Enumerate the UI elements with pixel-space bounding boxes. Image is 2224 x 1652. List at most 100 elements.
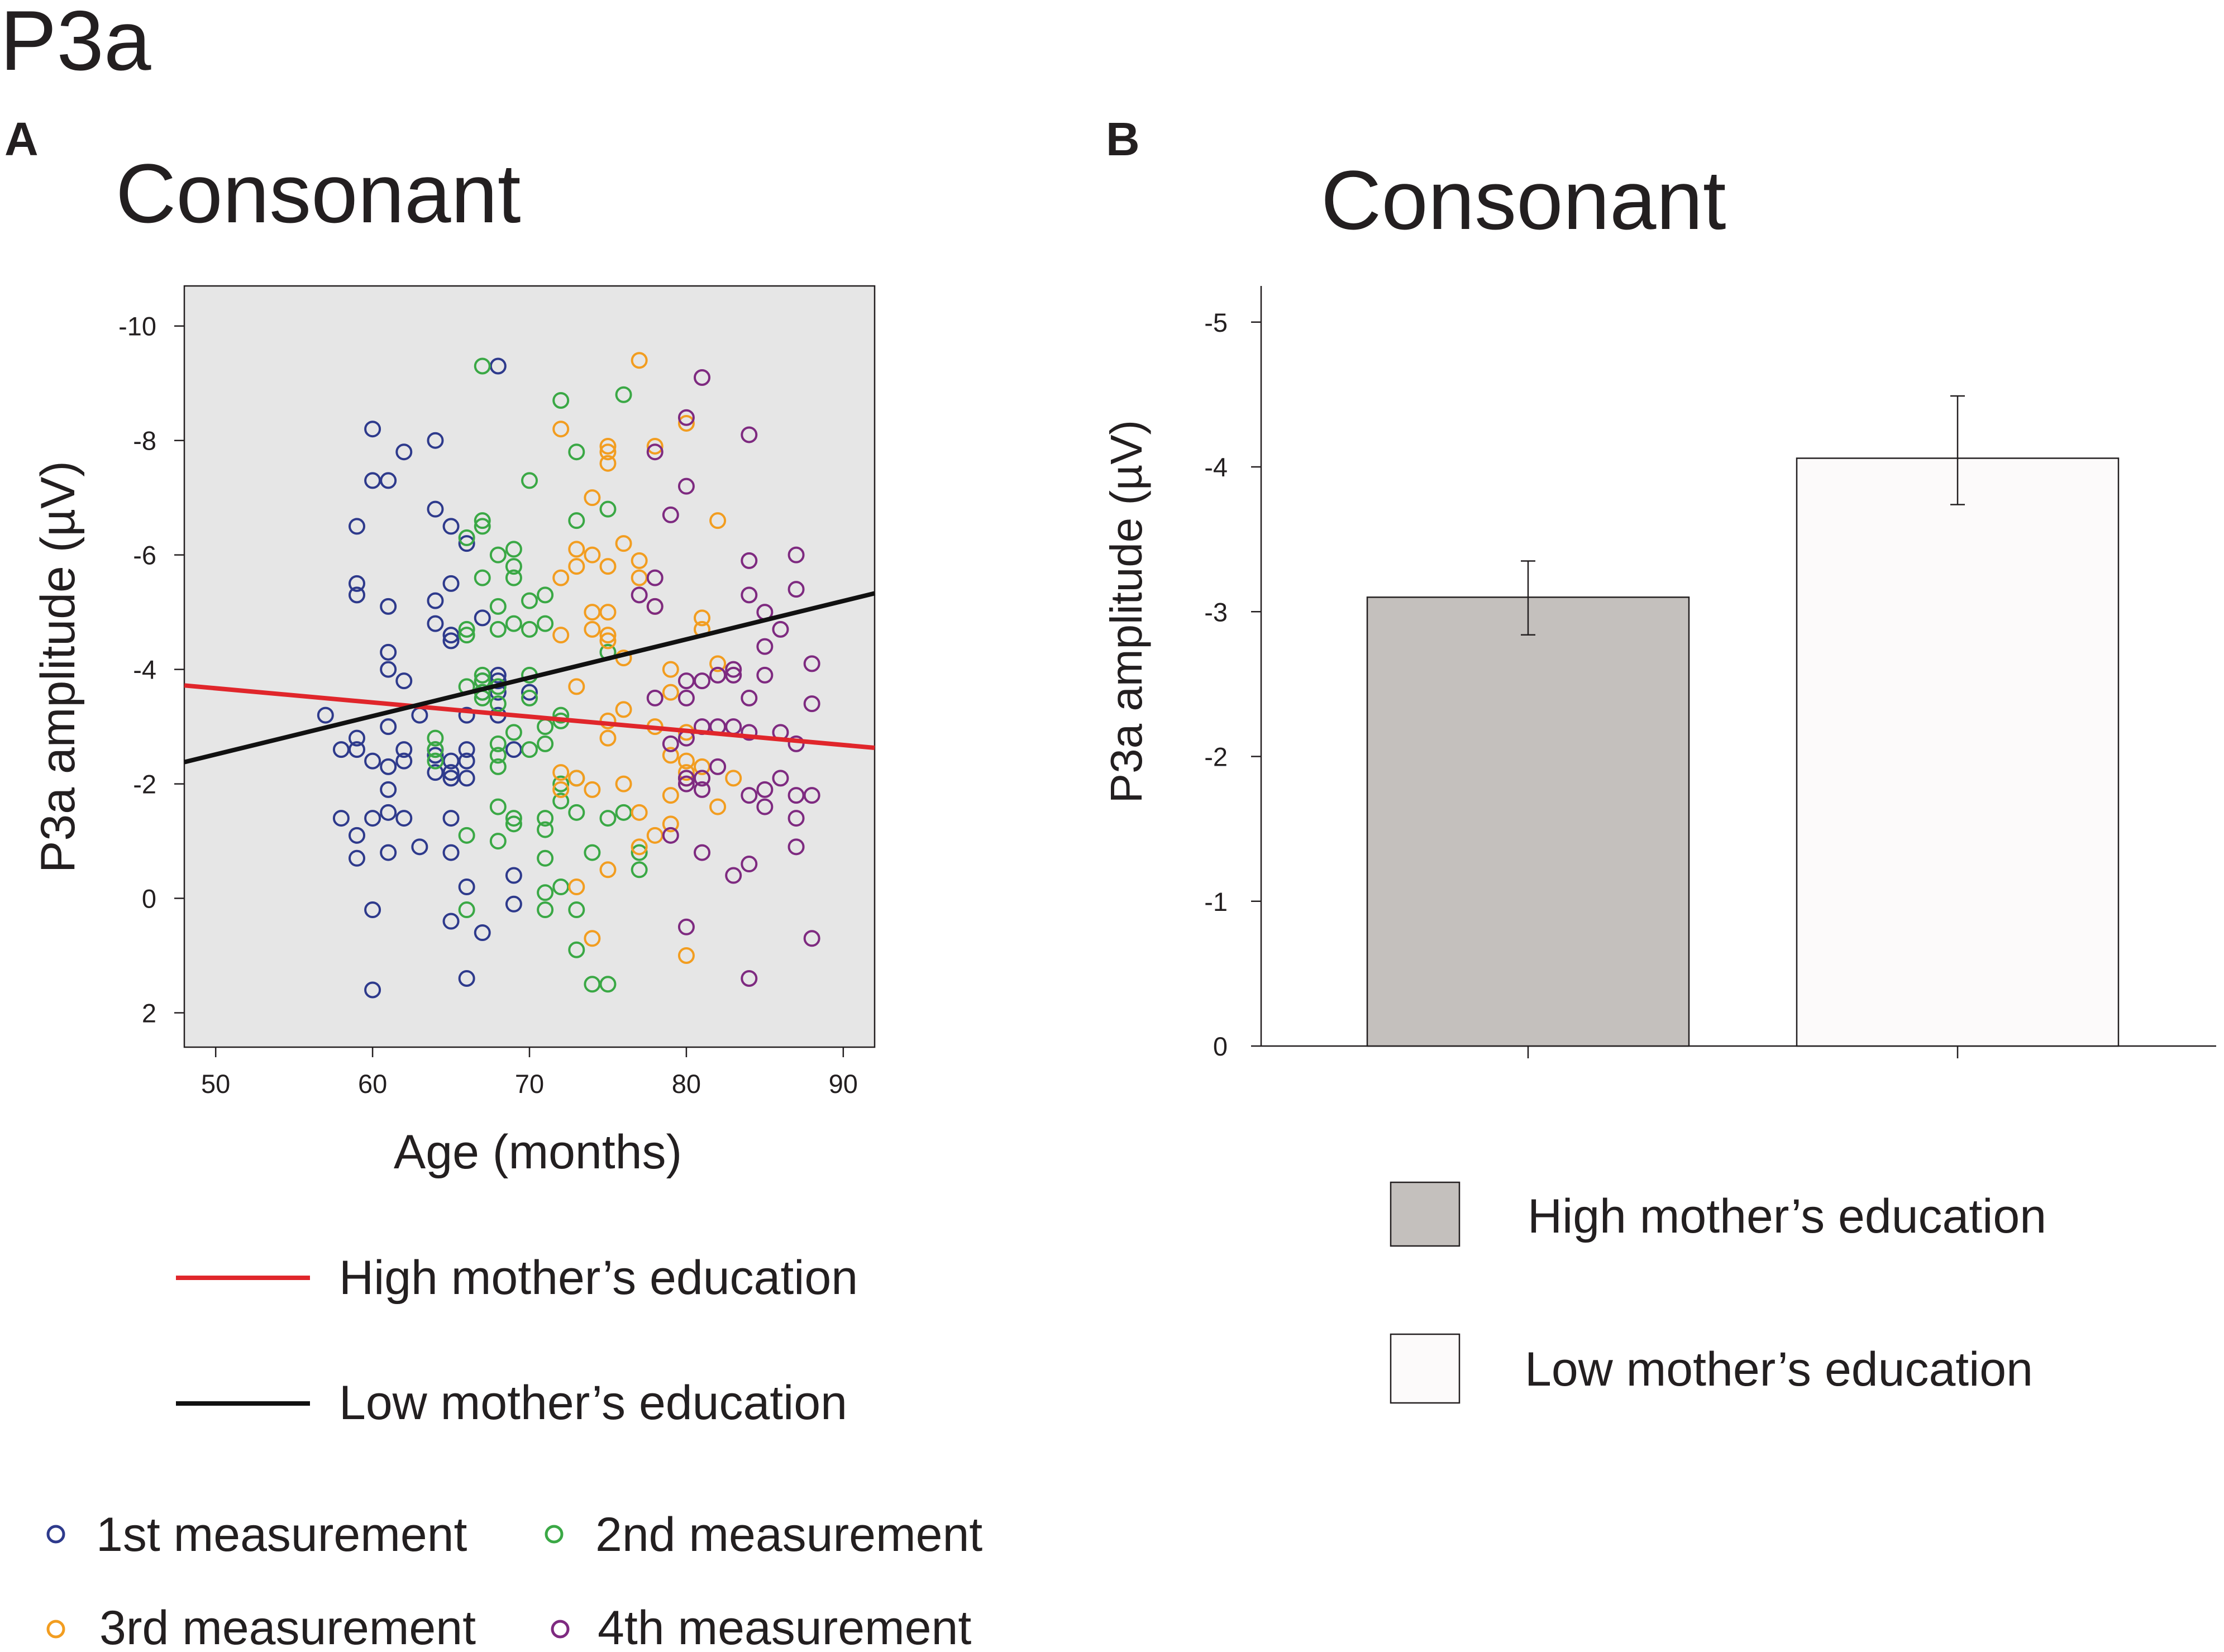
point-2nd-measurement: [537, 821, 554, 838]
point-2nd-measurement: [537, 735, 554, 752]
point-1st-measurement: [411, 838, 428, 856]
point-4th-measurement: [756, 781, 774, 798]
point-4th-measurement: [788, 546, 805, 564]
panel-a-y-tick-label: -6: [133, 541, 156, 570]
panel-b-y-tick-label: -4: [1204, 452, 1228, 482]
point-2nd-measurement: [474, 512, 491, 529]
panel-a-y-axis-title: P3a amplitude (µV): [31, 461, 85, 873]
panel-b-y-tick-label: -5: [1204, 308, 1228, 337]
point-4th-measurement: [725, 661, 742, 678]
point-1st-measurement: [458, 970, 475, 987]
point-1st-measurement: [427, 747, 444, 764]
bar-low-education: [1796, 457, 2120, 1047]
point-4th-measurement: [677, 689, 695, 706]
point-1st-measurement: [364, 421, 381, 438]
point-2nd-measurement: [537, 849, 554, 867]
point-3rd-measurement: [662, 661, 679, 678]
point-4th-measurement: [772, 620, 789, 638]
point-1st-measurement: [380, 844, 397, 861]
legend-low-bar-label: Low mother’s education: [1525, 1343, 2033, 1396]
panel-a-x-tick-label: 90: [829, 1069, 858, 1099]
point-4th-measurement: [788, 838, 805, 856]
point-4th-measurement: [741, 586, 758, 604]
point-3rd-measurement: [552, 569, 570, 586]
point-1st-measurement: [380, 643, 397, 661]
point-3rd-measurement: [568, 770, 585, 787]
point-4th-measurement: [709, 758, 727, 775]
point-3rd-measurement: [599, 729, 617, 747]
point-3rd-measurement: [662, 747, 679, 764]
point-1st-measurement: [349, 827, 365, 844]
point-4th-measurement: [646, 569, 664, 586]
point-1st-measurement: [505, 867, 522, 884]
point-4th-measurement: [709, 666, 727, 684]
point-4th-measurement: [694, 770, 710, 787]
point-3rd-measurement: [615, 535, 632, 552]
point-2nd-measurement: [505, 541, 522, 558]
point-2nd-measurement: [568, 901, 585, 919]
point-3rd-measurement: [677, 764, 695, 781]
point-2nd-measurement: [474, 666, 491, 684]
point-1st-measurement: [395, 443, 413, 461]
point-2nd-measurement: [458, 901, 475, 919]
point-4th-measurement: [694, 672, 710, 690]
point-3rd-measurement: [552, 781, 570, 798]
point-4th-measurement: [803, 930, 820, 947]
panel-b-title: Consonant: [1321, 153, 1726, 247]
point-2nd-measurement: [427, 741, 444, 758]
point-2nd-measurement: [505, 569, 522, 586]
point-1st-measurement: [489, 672, 507, 690]
point-4th-measurement: [631, 586, 648, 604]
point-3rd-measurement: [552, 764, 570, 781]
panel-a-y-tick-label: -4: [133, 655, 156, 685]
panel-b-y-tick-label: -2: [1204, 742, 1228, 772]
point-2nd-measurement: [521, 472, 538, 489]
point-1st-measurement: [349, 741, 365, 758]
point-1st-measurement: [380, 804, 397, 821]
point-2nd-measurement: [521, 741, 538, 758]
point-3rd-measurement: [615, 701, 632, 718]
point-1st-measurement: [364, 752, 381, 770]
point-2nd-measurement: [489, 798, 507, 815]
point-4th-measurement: [803, 787, 820, 804]
point-1st-measurement: [380, 472, 397, 489]
point-3rd-measurement: [615, 775, 632, 792]
legend-high-line-label: High mother’s education: [339, 1251, 858, 1305]
panel-a-points: [317, 352, 820, 999]
point-2nd-measurement: [489, 598, 507, 615]
point-3rd-measurement: [631, 569, 648, 586]
point-1st-measurement: [442, 627, 460, 644]
point-4th-measurement: [677, 409, 695, 426]
point-2nd-measurement: [474, 569, 491, 586]
point-3rd-measurement: [584, 781, 601, 798]
panel-a-plot-area: [183, 285, 876, 1048]
point-3rd-measurement: [568, 678, 585, 695]
panel-a-x-tick-label: 80: [672, 1069, 701, 1099]
point-4th-measurement: [741, 426, 758, 443]
point-3rd-measurement: [631, 838, 648, 856]
point-4th-measurement: [677, 918, 695, 935]
legend-1st-marker: [46, 1525, 65, 1544]
point-4th-measurement: [725, 867, 742, 884]
legend-2nd-label: 2nd measurement: [595, 1508, 982, 1562]
point-3rd-measurement: [599, 455, 617, 472]
point-1st-measurement: [427, 500, 444, 518]
point-2nd-measurement: [631, 844, 648, 861]
point-1st-measurement: [521, 684, 538, 701]
point-3rd-measurement: [552, 627, 570, 644]
point-2nd-measurement: [537, 615, 554, 632]
point-2nd-measurement: [552, 391, 570, 409]
panel-a-y-axis: -10 -8 -6 -4 -2 0 2: [118, 312, 184, 1028]
point-2nd-measurement: [599, 976, 617, 993]
regression-line-high-education: [184, 683, 875, 751]
regression-line-low-education: [184, 591, 875, 765]
point-1st-measurement: [380, 598, 397, 615]
point-2nd-measurement: [537, 884, 554, 901]
point-2nd-measurement: [489, 695, 507, 713]
point-4th-measurement: [756, 798, 774, 815]
point-4th-measurement: [788, 735, 805, 752]
point-1st-measurement: [427, 432, 444, 449]
panel-b-y-tick-label: 0: [1213, 1032, 1228, 1061]
point-1st-measurement: [427, 764, 444, 781]
point-2nd-measurement: [615, 804, 632, 821]
